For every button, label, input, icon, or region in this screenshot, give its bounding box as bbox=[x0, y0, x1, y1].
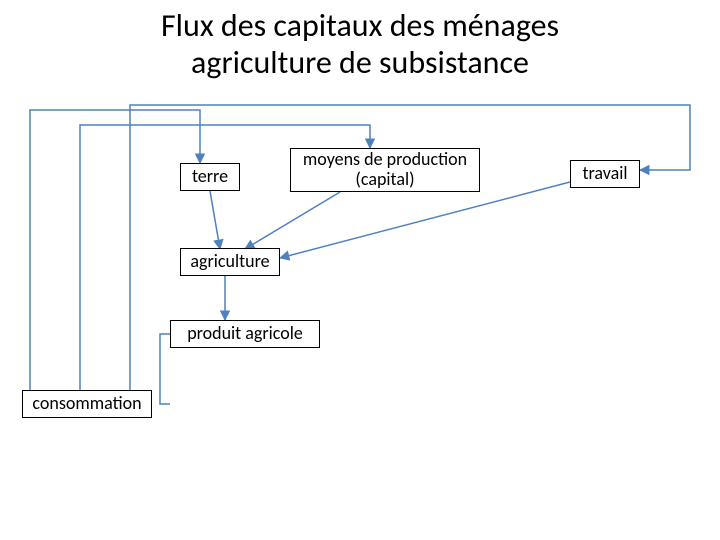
node-produit: produit agricole bbox=[170, 320, 320, 348]
node-produit-label: produit agricole bbox=[187, 324, 303, 344]
page-title: Flux des capitaux des ménages agricultur… bbox=[0, 8, 720, 82]
node-consommation: consommation bbox=[22, 390, 152, 418]
node-agriculture-label: agriculture bbox=[190, 252, 269, 272]
edge bbox=[210, 191, 220, 249]
edge bbox=[160, 334, 170, 404]
node-capital-label: moyens de production(capital) bbox=[303, 150, 467, 190]
node-capital: moyens de production(capital) bbox=[290, 148, 480, 192]
edge bbox=[30, 110, 200, 404]
node-terre: terre bbox=[180, 163, 240, 191]
node-agriculture: agriculture bbox=[180, 248, 280, 276]
node-travail-label: travail bbox=[582, 164, 627, 184]
edge bbox=[280, 182, 570, 258]
node-terre-label: terre bbox=[192, 167, 228, 187]
edge bbox=[245, 192, 340, 249]
title-line-2: agriculture de subsistance bbox=[191, 43, 529, 82]
node-consommation-label: consommation bbox=[32, 394, 141, 414]
node-travail: travail bbox=[570, 160, 640, 188]
title-line-1: Flux des capitaux des ménages bbox=[161, 6, 559, 45]
